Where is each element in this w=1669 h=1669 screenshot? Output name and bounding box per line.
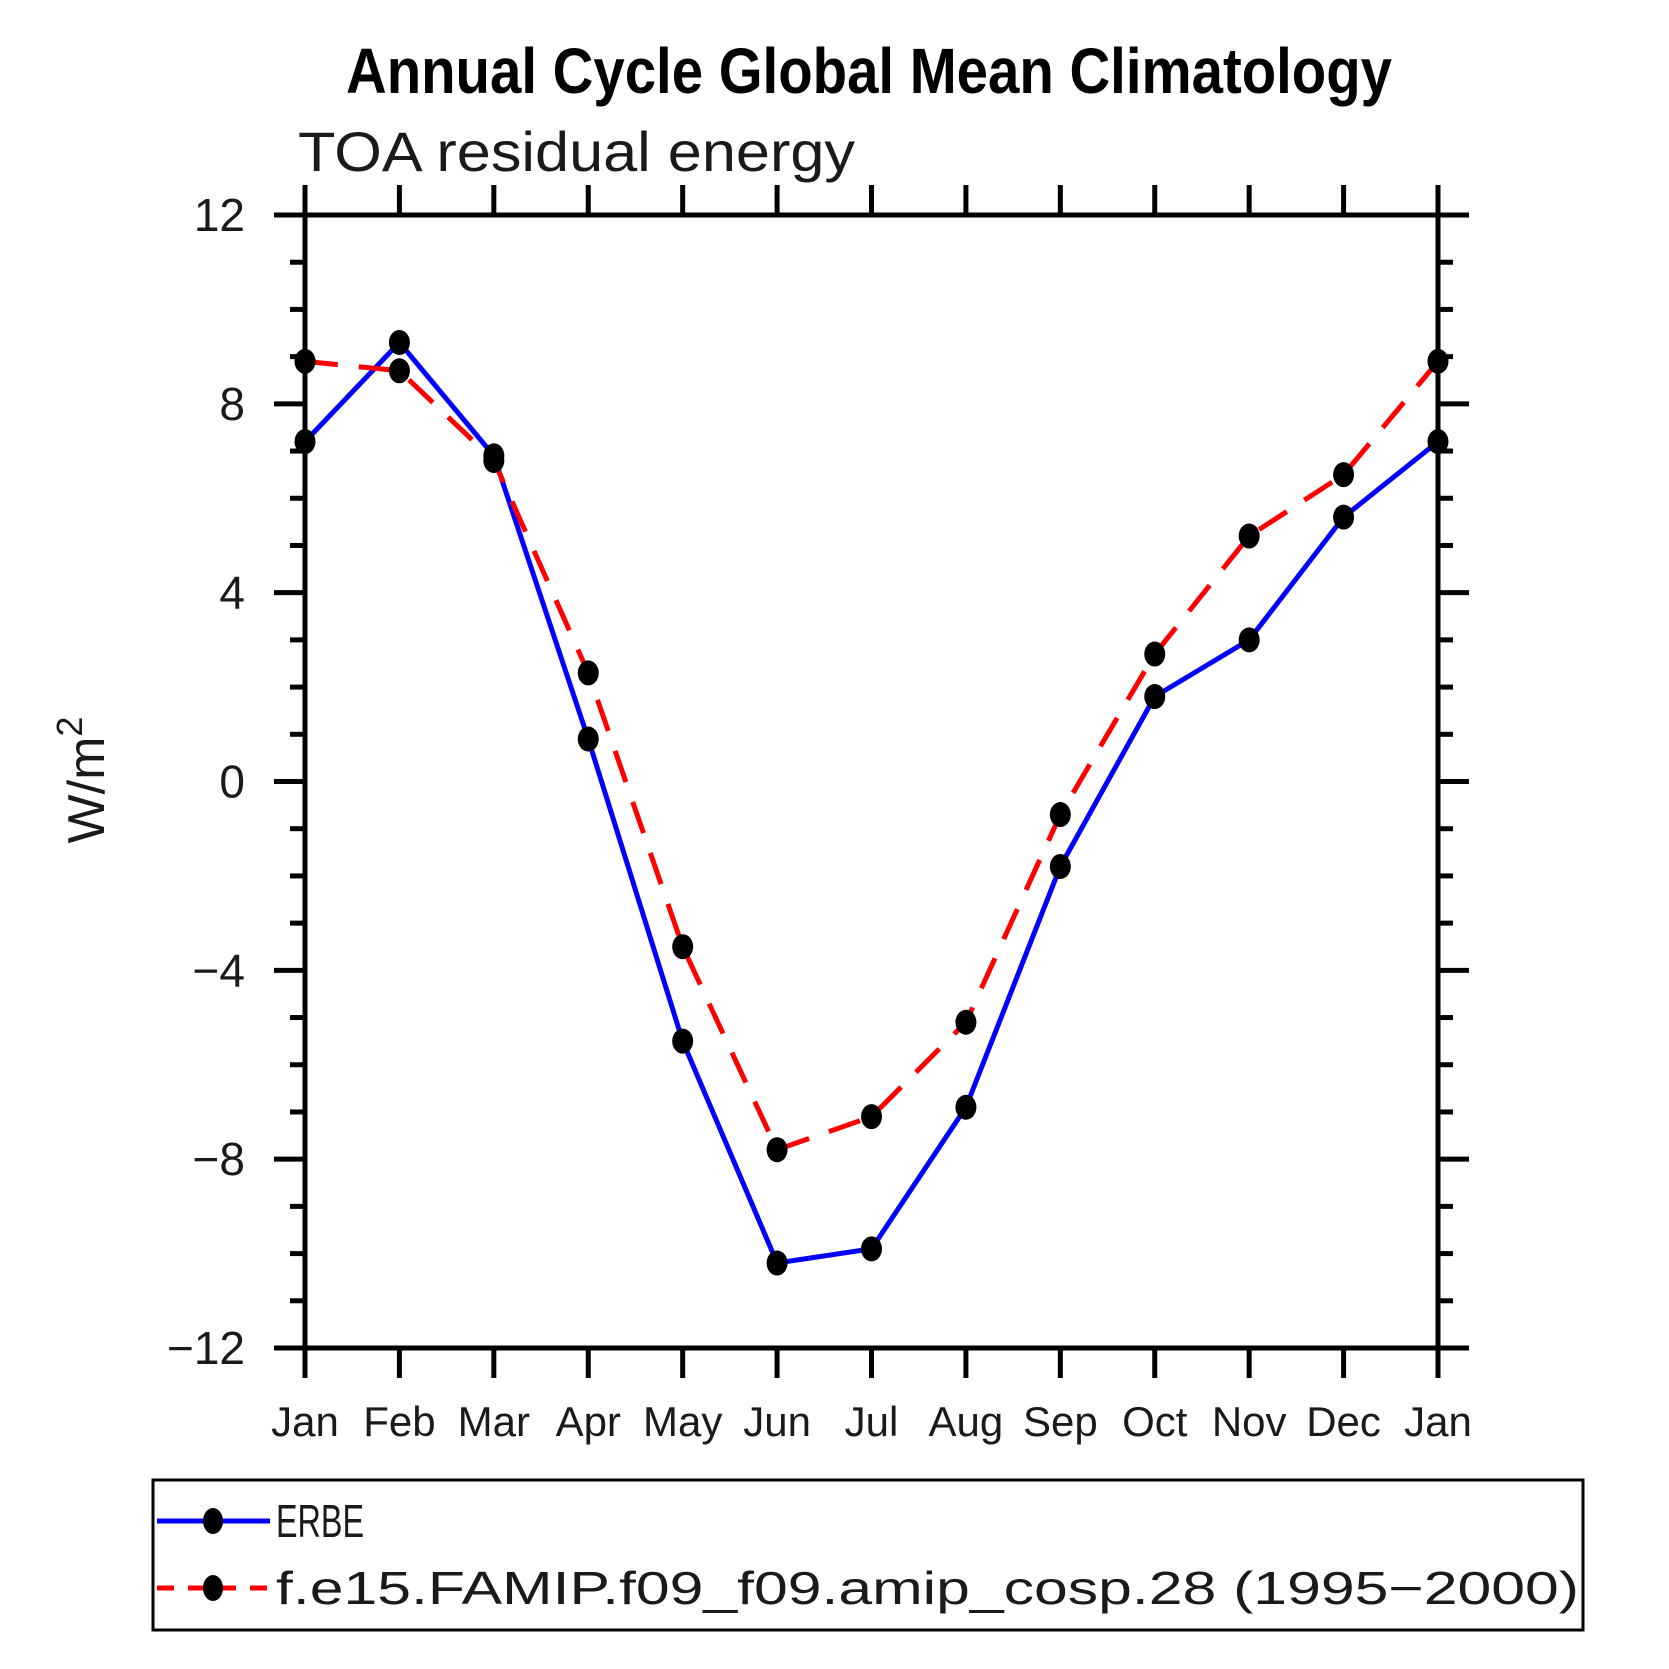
x-tick-label: May	[643, 1398, 722, 1445]
data-point-marker	[1427, 429, 1449, 455]
y-tick-label: 0	[219, 756, 245, 808]
data-point-marker	[766, 1137, 788, 1163]
data-point-marker	[483, 447, 505, 473]
data-point-marker	[766, 1250, 788, 1276]
x-tick-label: Aug	[929, 1398, 1004, 1445]
data-point-marker	[861, 1104, 882, 1130]
data-point-marker	[672, 934, 694, 960]
data-point-marker	[388, 329, 410, 355]
model-line	[304, 358, 1440, 1153]
y-axis-label-base: W/m	[58, 737, 116, 844]
axis-ticks	[274, 185, 1469, 1378]
data-point-marker	[672, 1028, 694, 1054]
chart-subtitle: TOA residual energy	[298, 120, 855, 183]
data-point-marker	[294, 429, 316, 455]
y-tick-labels: −12 −8 −4 0 4 8 12	[167, 189, 245, 1374]
plot-area: −12 −8 −4 0 4 8 12 Jan Feb Mar Apr May Jun Jul Aug Sep…	[167, 185, 1472, 1445]
y-axis-label: W/m2	[49, 717, 116, 844]
y-tick-label: 8	[219, 378, 245, 430]
series-markers	[294, 329, 1449, 1276]
y-tick-label: −4	[193, 944, 245, 996]
x-tick-label: Dec	[1306, 1398, 1381, 1445]
data-point-marker	[1238, 627, 1260, 653]
legend-box	[151, 1478, 1585, 1632]
data-point-marker	[1427, 348, 1449, 374]
y-tick-label: −12	[167, 1322, 245, 1374]
data-point-marker	[861, 1236, 882, 1262]
legend-label-erbe: ERBE	[276, 1495, 364, 1547]
data-point-marker	[388, 358, 410, 384]
x-tick-label: Jun	[743, 1398, 811, 1445]
data-point-marker	[577, 726, 599, 752]
x-tick-label: Jan	[1404, 1398, 1472, 1445]
data-point-marker	[955, 1094, 977, 1120]
data-point-marker	[1238, 523, 1260, 549]
legend: ERBE f.e15.FAMIP.f09_f09.amip_cosp.28 (1…	[151, 1478, 1585, 1632]
x-tick-label: Apr	[556, 1398, 621, 1445]
x-tick-label: Mar	[458, 1398, 530, 1445]
data-point-marker	[1333, 462, 1355, 488]
data-point-marker	[1333, 504, 1355, 530]
x-tick-label: Jan	[271, 1398, 339, 1445]
y-tick-label: 4	[219, 567, 245, 619]
data-point-marker	[1049, 802, 1071, 828]
legend-label-model: f.e15.FAMIP.f09_f09.amip_cosp.28 (1995−2…	[276, 1562, 1579, 1614]
data-point-marker	[955, 1009, 977, 1035]
data-point-marker	[577, 660, 599, 686]
y-tick-label: 12	[194, 189, 245, 241]
y-axis-label-exponent: 2	[49, 717, 90, 737]
data-point-marker	[1144, 684, 1166, 710]
x-tick-label: Oct	[1122, 1398, 1188, 1445]
x-tick-label: Nov	[1212, 1398, 1287, 1445]
legend-marker-erbe	[203, 1508, 223, 1534]
data-point-marker	[1144, 641, 1166, 667]
x-tick-label: Jul	[845, 1398, 899, 1445]
x-tick-label: Sep	[1023, 1398, 1098, 1445]
legend-marker-model	[203, 1575, 223, 1601]
plot-frame	[302, 212, 1441, 1351]
data-point-marker	[1049, 853, 1071, 879]
chart-title: Annual Cycle Global Mean Climatology	[346, 35, 1392, 107]
x-tick-labels: Jan Feb Mar Apr May Jun Jul Aug Sep Oct Nov Dec Jan	[271, 1398, 1472, 1445]
x-tick-label: Feb	[363, 1398, 435, 1445]
y-tick-label: −8	[193, 1133, 245, 1185]
data-point-marker	[294, 348, 316, 374]
